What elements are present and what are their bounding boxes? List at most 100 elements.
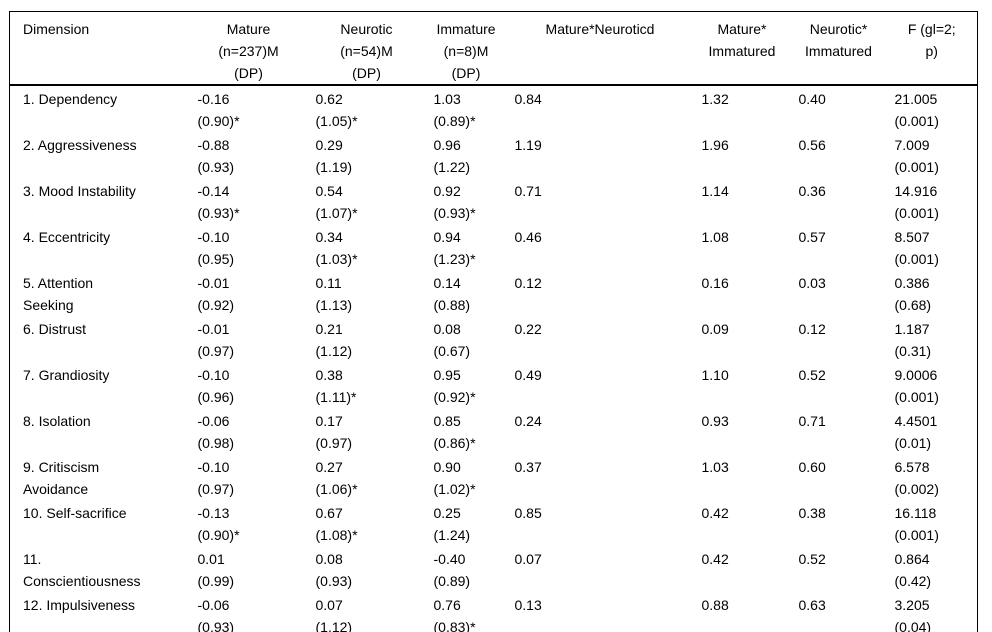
column-header-neurotic-immature: Neurotic* Immatured: [790, 11, 887, 86]
table-row: 1. Dependency -0.16 (0.90)* 0.62 (1.05)* 1.…: [10, 85, 978, 132]
value-cell: 1.03 (0.89)*: [433, 91, 476, 129]
table-row: 3. Mood Instability -0.14 (0.93)* 0.54 (1.…: [10, 178, 978, 224]
value-cell: 6.578 (0.002): [894, 459, 939, 497]
column-header-mature: Mature (n=237)M (DP): [189, 11, 308, 86]
dimension-cell: 6. Distrust: [23, 321, 87, 337]
value-cell: 3.205 (0.04): [894, 597, 932, 632]
table-body: 1. Dependency -0.16 (0.90)* 0.62 (1.05)* 1.…: [10, 85, 978, 632]
value-cell: 0.14 (0.88): [433, 275, 471, 313]
value-cell: 0.42: [701, 551, 729, 567]
value-cell: 0.09: [701, 321, 729, 337]
table-row: 7. Grandiosity -0.10 (0.96) 0.38 (1.11)* 0.…: [10, 362, 978, 408]
value-cell: 1.14: [701, 183, 729, 199]
dimension-cell: 12. Impulsiveness: [23, 597, 136, 613]
results-table: Dimension Mature (n=237)M (DP) Neurotic …: [9, 11, 978, 632]
value-cell: 0.08 (0.67): [433, 321, 471, 359]
value-cell: 0.52: [798, 367, 826, 383]
value-cell: -0.10 (0.96): [197, 367, 235, 405]
value-cell: 0.16: [701, 275, 729, 291]
value-cell: 14.916 (0.001): [894, 183, 939, 221]
table-row: 8. Isolation -0.06 (0.98) 0.17 (0.97) 0.85 …: [10, 408, 978, 454]
value-cell: 0.56: [798, 137, 826, 153]
table-row: 5. Attention Seeking -0.01 (0.92) 0.11 (1.…: [10, 270, 978, 316]
value-cell: 0.38: [798, 505, 826, 521]
table-row: 6. Distrust -0.01 (0.97) 0.21 (1.12) 0.08 (…: [10, 316, 978, 362]
dimension-cell: 7. Grandiosity: [23, 367, 110, 383]
dimension-cell: 8. Isolation: [23, 413, 91, 429]
value-cell: 0.386 (0.68): [894, 275, 932, 313]
value-cell: 0.71: [798, 413, 826, 429]
value-cell: 0.85: [514, 505, 542, 521]
value-cell: 0.34 (1.03)*: [315, 229, 358, 267]
value-cell: 0.42: [701, 505, 729, 521]
value-cell: 0.07: [514, 551, 542, 567]
value-cell: 1.187 (0.31): [894, 321, 932, 359]
value-cell: 0.67 (1.08)*: [315, 505, 358, 543]
value-cell: 0.52: [798, 551, 826, 567]
value-cell: 0.71: [514, 183, 542, 199]
value-cell: -0.01 (0.92): [197, 275, 235, 313]
table-row: 4. Eccentricity -0.10 (0.95) 0.34 (1.03)* 0…: [10, 224, 978, 270]
value-cell: 0.864 (0.42): [894, 551, 932, 589]
column-header-neurotic: Neurotic (n=54)M (DP): [307, 11, 426, 86]
dimension-cell: 2. Aggressiveness: [23, 137, 137, 153]
value-cell: -0.16 (0.90)*: [197, 91, 240, 129]
column-header-mature-immature: Mature* Immatured: [693, 11, 791, 86]
value-cell: 0.01 (0.99): [197, 551, 235, 589]
value-cell: -0.10 (0.95): [197, 229, 235, 267]
value-cell: 0.93: [701, 413, 729, 429]
value-cell: -0.06 (0.98): [197, 413, 235, 451]
value-cell: 0.17 (0.97): [315, 413, 353, 451]
value-cell: -0.40 (0.89): [433, 551, 471, 589]
value-cell: 0.88: [701, 597, 729, 613]
value-cell: 0.62 (1.05)*: [315, 91, 358, 129]
dimension-cell: 5. Attention Seeking: [23, 275, 94, 313]
value-cell: 0.40: [798, 91, 826, 107]
value-cell: 21.005 (0.001): [894, 91, 939, 129]
column-header-dimension: Dimension: [9, 11, 190, 86]
value-cell: 0.11 (1.13): [315, 275, 353, 313]
value-cell: 0.63: [798, 597, 826, 613]
value-cell: 0.85 (0.86)*: [433, 413, 476, 451]
value-cell: 7.009 (0.001): [894, 137, 939, 175]
value-cell: -0.06 (0.93): [197, 597, 235, 632]
value-cell: 8.507 (0.001): [894, 229, 939, 267]
column-header-immature: Immature (n=8)M (DP): [425, 11, 507, 86]
dimension-cell: 11. Conscientiousness: [23, 551, 141, 589]
value-cell: 1.10: [701, 367, 729, 383]
value-cell: 4.4501 (0.01): [894, 413, 938, 451]
value-cell: 0.57: [798, 229, 826, 245]
value-cell: 0.29 (1.19): [315, 137, 353, 175]
value-cell: 0.22: [514, 321, 542, 337]
value-cell: 1.96: [701, 137, 729, 153]
value-cell: 0.46: [514, 229, 542, 245]
header-row: Dimension Mature (n=237)M (DP) Neurotic …: [9, 11, 978, 86]
value-cell: 0.90 (1.02)*: [433, 459, 476, 497]
value-cell: 0.07 (1.12): [315, 597, 353, 632]
value-cell: 1.08: [701, 229, 729, 245]
value-cell: 0.84: [514, 91, 542, 107]
value-cell: 16.118 (0.001): [894, 505, 939, 543]
table-row: 11. Conscientiousness 0.01 (0.99) 0.08 (0.…: [10, 546, 978, 592]
value-cell: 0.94 (1.23)*: [433, 229, 476, 267]
value-cell: 0.36: [798, 183, 826, 199]
dimension-cell: 3. Mood Instability: [23, 183, 136, 199]
value-cell: 1.03: [701, 459, 729, 475]
table-row: 10. Self-sacrifice -0.13 (0.90)* 0.67 (1.0…: [10, 500, 978, 546]
value-cell: 1.19: [514, 137, 542, 153]
value-cell: 0.13: [514, 597, 542, 613]
value-cell: 0.95 (0.92)*: [433, 367, 476, 405]
value-cell: 0.08 (0.93): [315, 551, 353, 589]
value-cell: 0.54 (1.07)*: [315, 183, 358, 221]
value-cell: 0.49: [514, 367, 542, 383]
dimension-cell: 9. Critiscism Avoidance: [23, 459, 100, 497]
value-cell: 0.12: [798, 321, 826, 337]
value-cell: 0.24: [514, 413, 542, 429]
dimension-cell: 4. Eccentricity: [23, 229, 111, 245]
value-cell: 0.38 (1.11)*: [315, 367, 357, 405]
column-header-f-statistic: F (gl=2; p): [886, 11, 978, 86]
value-cell: 0.60: [798, 459, 826, 475]
value-cell: -0.10 (0.97): [197, 459, 235, 497]
value-cell: 0.12: [514, 275, 542, 291]
